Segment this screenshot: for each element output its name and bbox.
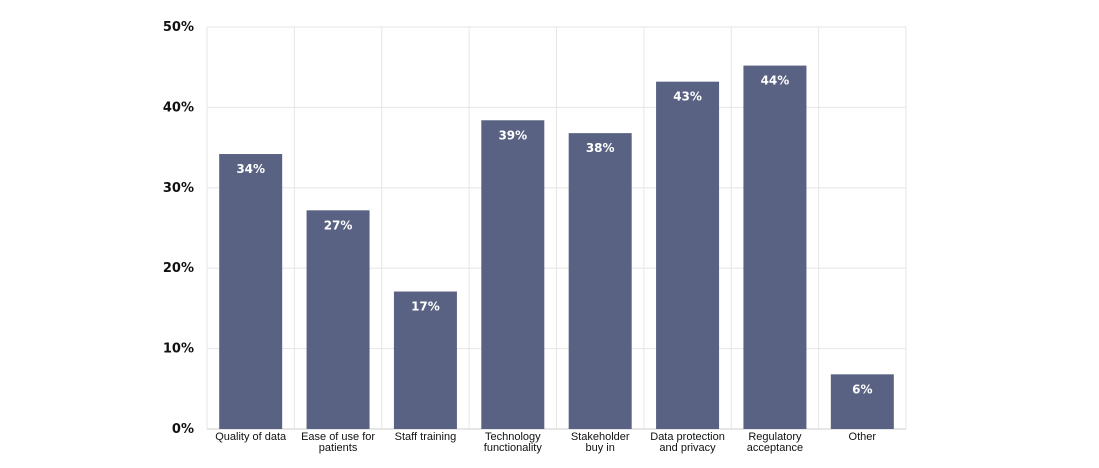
bar	[306, 210, 370, 429]
category-label: Stakeholder buy in	[571, 431, 630, 454]
bar	[743, 65, 807, 429]
bar	[656, 81, 720, 429]
data-label: 43%	[673, 90, 702, 104]
y-tick-label: 50%	[163, 20, 194, 35]
category-label-line: Ease of use for	[301, 431, 375, 443]
category-label-line: Regulatory	[748, 431, 802, 443]
y-tick-label: 10%	[163, 342, 194, 357]
category-label-line: Technology	[485, 431, 541, 443]
category-label: Regulatory acceptance	[747, 431, 803, 454]
category-label: Other	[849, 431, 877, 443]
category-label-line: Staff training	[395, 431, 457, 443]
data-label: 34%	[236, 162, 265, 176]
data-label: 17%	[411, 300, 440, 314]
category-label: Quality of data	[215, 431, 287, 443]
category-label: Data protection and privacy	[650, 431, 725, 454]
category-label: Staff training	[395, 431, 457, 443]
bar	[219, 154, 283, 430]
category-label-line: Other	[849, 431, 877, 443]
y-tick-label: 40%	[163, 100, 194, 115]
category-label-line: and privacy	[659, 442, 716, 454]
y-axis: 0% 10% 20% 30% 40% 50%	[163, 20, 194, 437]
data-label: 27%	[324, 218, 353, 232]
data-label: 39%	[498, 128, 527, 142]
data-label: 44%	[761, 74, 790, 88]
bars: 34% 27% 17% 39% 38% 43% 44% 6%	[219, 65, 894, 430]
category-label-line: Stakeholder	[571, 431, 630, 443]
y-tick-label: 0%	[172, 422, 194, 437]
bar	[481, 120, 545, 429]
grid	[206, 26, 907, 430]
data-label: 38%	[586, 141, 615, 155]
bar	[830, 374, 894, 429]
bar	[568, 133, 632, 430]
x-axis: Quality of data Ease of use for patients St…	[215, 431, 876, 454]
y-tick-label: 30%	[163, 181, 194, 196]
category-label-line: Quality of data	[215, 431, 287, 443]
category-label: Ease of use for patients	[301, 431, 375, 454]
bar	[393, 291, 457, 429]
category-label-line: Data protection	[650, 431, 725, 443]
data-label: 6%	[852, 382, 872, 396]
category-label: Technology functionality	[484, 431, 543, 454]
category-label-line: acceptance	[747, 442, 803, 454]
category-label-line: patients	[319, 442, 358, 454]
category-label-line: functionality	[484, 442, 543, 454]
y-tick-label: 20%	[163, 261, 194, 276]
category-label-line: buy in	[586, 442, 615, 454]
